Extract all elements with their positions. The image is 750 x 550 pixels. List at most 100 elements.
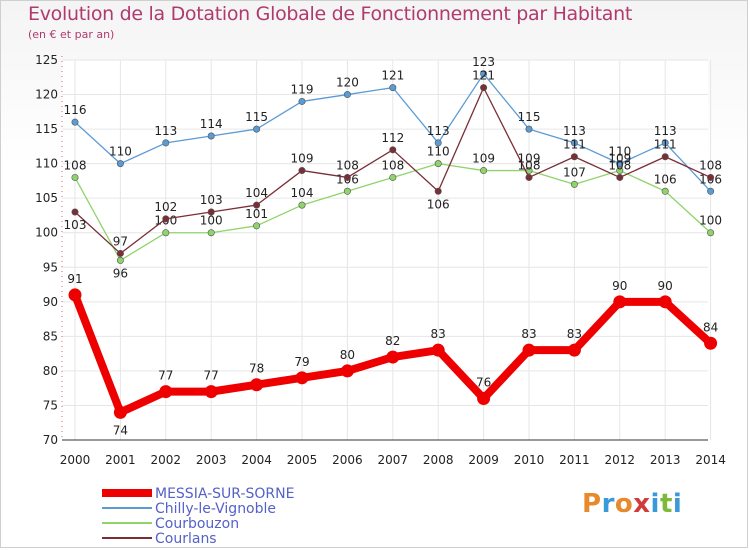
y-tick-label: 125 xyxy=(35,53,58,67)
data-point-messia-sur-sorne xyxy=(613,295,627,309)
data-point-courbouzon xyxy=(116,256,124,264)
data-point-courbouzon xyxy=(343,187,351,195)
data-label-messia-sur-sorne: 83 xyxy=(567,327,582,341)
y-tick-label: 105 xyxy=(35,191,58,205)
data-label-courbouzon: 110 xyxy=(427,145,450,159)
data-point-courlans xyxy=(389,146,397,154)
data-point-courbouzon xyxy=(162,229,170,237)
data-point-courlans xyxy=(116,249,124,257)
y-tick-label: 120 xyxy=(35,88,58,102)
data-point-messia-sur-sorne xyxy=(386,350,400,364)
data-point-courlans xyxy=(71,208,79,216)
y-tick-label: 80 xyxy=(43,364,58,378)
data-point-chilly-le-vignoble xyxy=(389,84,397,92)
legend-label-chilly-le-vignoble: Chilly-le-Vignoble xyxy=(155,501,276,517)
data-label-messia-sur-sorne: 80 xyxy=(340,348,355,362)
x-tick-label: 2011 xyxy=(559,453,590,467)
data-label-chilly-le-vignoble: 113 xyxy=(563,124,586,138)
data-point-courbouzon xyxy=(71,173,79,181)
data-label-courbouzon: 109 xyxy=(472,152,495,166)
legend-label-courlans: Courlans xyxy=(155,531,217,547)
plot-area xyxy=(62,60,708,440)
data-label-courbouzon: 96 xyxy=(113,266,128,280)
data-label-messia-sur-sorne: 82 xyxy=(385,334,400,348)
data-point-messia-sur-sorne xyxy=(204,385,218,399)
data-point-chilly-le-vignoble xyxy=(298,97,306,105)
data-point-messia-sur-sorne xyxy=(567,343,581,357)
data-label-messia-sur-sorne: 90 xyxy=(612,279,627,293)
data-point-courlans xyxy=(162,215,170,223)
data-point-chilly-le-vignoble xyxy=(253,125,261,133)
y-tick-label: 85 xyxy=(43,329,58,343)
x-tick-label: 2012 xyxy=(605,453,636,467)
data-label-messia-sur-sorne: 74 xyxy=(113,423,128,437)
data-point-chilly-le-vignoble xyxy=(71,118,79,126)
y-tick-label: 75 xyxy=(43,398,58,412)
logo-letter: o xyxy=(614,489,634,519)
data-label-courbouzon: 109 xyxy=(608,152,631,166)
data-label-chilly-le-vignoble: 110 xyxy=(109,145,132,159)
logo-letter: t xyxy=(659,489,673,519)
data-label-chilly-le-vignoble: 120 xyxy=(336,76,359,90)
data-point-courlans xyxy=(616,173,624,181)
data-label-chilly-le-vignoble: 123 xyxy=(472,55,495,69)
data-label-messia-sur-sorne: 84 xyxy=(703,320,718,334)
x-tick-label: 2002 xyxy=(151,453,182,467)
proxiti-logo: Proxiti xyxy=(582,489,682,519)
data-label-courbouzon: 100 xyxy=(200,214,223,228)
chart-subtitle: (en € et par an) xyxy=(28,28,115,41)
data-label-chilly-le-vignoble: 113 xyxy=(654,124,677,138)
data-label-courlans: 106 xyxy=(427,197,450,211)
x-tick-label: 2001 xyxy=(105,453,136,467)
data-label-courlans: 109 xyxy=(291,152,314,166)
data-label-courlans: 103 xyxy=(64,218,87,232)
data-point-chilly-le-vignoble xyxy=(525,125,533,133)
data-point-courlans xyxy=(707,173,715,181)
logo-letter: i xyxy=(672,489,683,519)
x-tick-label: 2013 xyxy=(650,453,681,467)
x-tick-label: 2003 xyxy=(196,453,227,467)
data-label-courbouzon: 107 xyxy=(563,165,586,179)
data-label-chilly-le-vignoble: 113 xyxy=(427,124,450,138)
data-point-chilly-le-vignoble xyxy=(570,139,578,147)
data-label-courbouzon: 106 xyxy=(654,172,677,186)
logo-letter: i xyxy=(650,489,660,519)
data-label-courlans: 108 xyxy=(699,158,722,172)
data-label-messia-sur-sorne: 79 xyxy=(294,355,309,369)
x-tick-label: 2006 xyxy=(332,453,363,467)
data-label-messia-sur-sorne: 91 xyxy=(67,272,82,286)
data-label-messia-sur-sorne: 83 xyxy=(431,327,446,341)
data-point-courlans xyxy=(343,173,351,181)
data-label-courlans: 121 xyxy=(472,69,495,83)
data-point-courlans xyxy=(298,167,306,175)
data-label-courlans: 108 xyxy=(336,158,359,172)
data-label-courlans: 102 xyxy=(154,200,177,214)
data-point-courbouzon xyxy=(480,167,488,175)
data-point-messia-sur-sorne xyxy=(477,392,491,406)
legend-label-messia-sur-sorne: MESSIA-SUR-SORNE xyxy=(155,486,294,502)
data-label-courlans: 97 xyxy=(113,234,128,248)
data-point-courbouzon xyxy=(616,167,624,175)
data-point-courlans xyxy=(253,201,261,209)
data-point-messia-sur-sorne xyxy=(159,385,173,399)
data-point-messia-sur-sorne xyxy=(431,343,445,357)
x-tick-label: 2000 xyxy=(60,453,91,467)
data-point-courbouzon xyxy=(207,229,215,237)
data-label-chilly-le-vignoble: 113 xyxy=(154,124,177,138)
data-label-chilly-le-vignoble: 121 xyxy=(381,69,404,83)
data-label-chilly-le-vignoble: 119 xyxy=(291,82,314,96)
y-tick-label: 110 xyxy=(35,157,58,171)
y-tick-label: 70 xyxy=(43,433,58,447)
x-tick-label: 2007 xyxy=(378,453,409,467)
data-label-courbouzon: 104 xyxy=(291,186,314,200)
data-label-courbouzon: 109 xyxy=(518,152,541,166)
data-point-chilly-le-vignoble xyxy=(343,91,351,99)
data-point-courlans xyxy=(207,208,215,216)
data-label-messia-sur-sorne: 77 xyxy=(158,369,173,383)
data-point-courlans xyxy=(661,153,669,161)
logo-letter: r xyxy=(601,489,615,519)
data-point-chilly-le-vignoble xyxy=(162,139,170,147)
data-point-messia-sur-sorne xyxy=(250,378,264,392)
data-point-messia-sur-sorne xyxy=(295,371,309,385)
